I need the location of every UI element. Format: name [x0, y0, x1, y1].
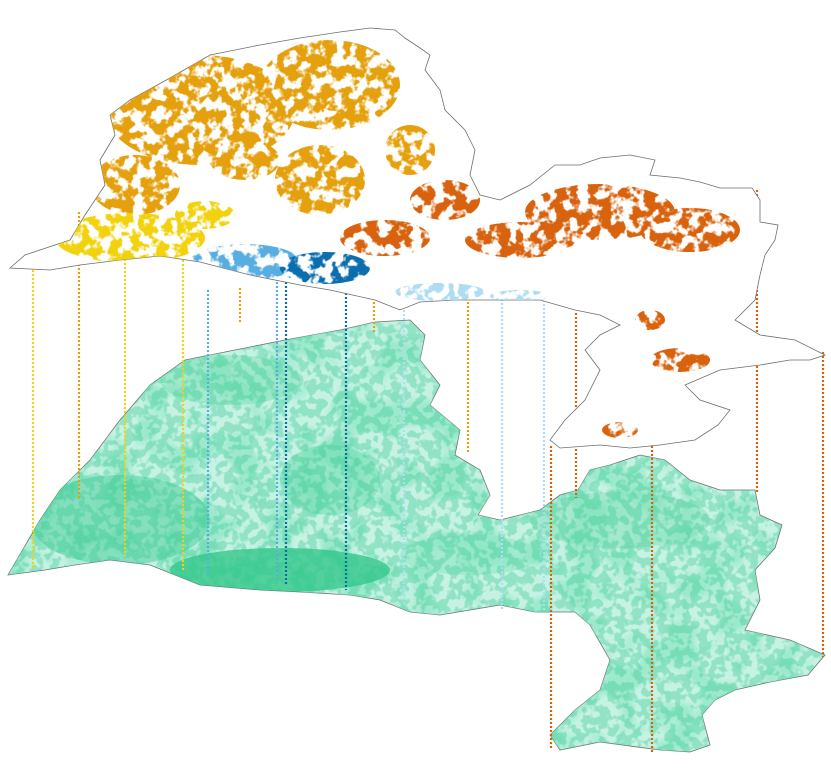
patches-dark-blue	[280, 252, 370, 284]
patches-yellow	[55, 201, 235, 263]
patches-dark-orange	[340, 180, 740, 438]
classified-map-layer	[8, 27, 827, 449]
patches-pale-blue	[395, 283, 550, 302]
base-map-layer	[7, 319, 826, 753]
base-shading	[8, 320, 825, 752]
